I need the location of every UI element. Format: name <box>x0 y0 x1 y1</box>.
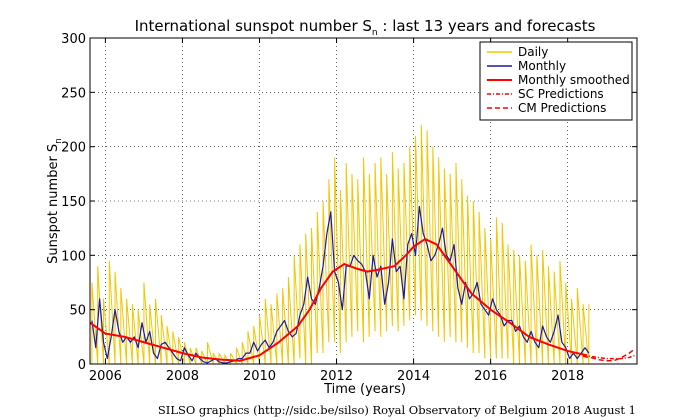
daily-line <box>91 124 590 366</box>
legend: Daily Monthly Monthly smoothed SC Predic… <box>479 41 633 121</box>
sc-prediction-line <box>582 354 636 360</box>
monthly-line <box>91 205 590 364</box>
x-tick-label: 2008 <box>166 369 199 384</box>
y-axis-label-sub: n <box>54 138 64 144</box>
y-tick-label: 250 <box>61 86 86 101</box>
y-axis-label-main: Sunspot number S <box>46 144 61 264</box>
legend-label-monthly: Monthly <box>518 59 566 73</box>
x-tick-label: 2012 <box>320 369 353 384</box>
cm-prediction-line <box>582 348 636 362</box>
legend-label-daily: Daily <box>518 45 548 59</box>
x-tick-label: 2010 <box>243 369 276 384</box>
legend-label-smoothed: Monthly smoothed <box>518 73 630 87</box>
prediction-series <box>582 348 636 362</box>
x-tick-label: 2016 <box>474 369 507 384</box>
chart-title-sub: n <box>372 28 378 38</box>
y-tick-label: 200 <box>61 141 86 156</box>
x-tick-label: 2006 <box>89 369 122 384</box>
daily-series <box>91 124 590 366</box>
x-axis-ticks: 2006 2008 2010 2012 2014 2016 2018 <box>89 38 584 384</box>
y-tick-label: 150 <box>61 195 86 210</box>
legend-label-cm: CM Predictions <box>518 101 606 115</box>
y-tick-label: 100 <box>61 249 86 264</box>
legend-label-sc: SC Predictions <box>518 87 604 101</box>
chart-title: International sunspot number Sn : last 1… <box>135 17 596 38</box>
monthly-series <box>91 205 590 364</box>
x-tick-label: 2018 <box>551 369 584 384</box>
x-axis-label: Time (years) <box>323 382 406 397</box>
y-axis-label: Sunspot number Sn <box>46 138 64 264</box>
footer-credit: SILSO graphics (http://sidc.be/silso) Ro… <box>158 403 636 417</box>
y-axis-ticks: 0 50 100 150 200 250 300 <box>61 32 637 373</box>
chart-title-rest: : last 13 years and forecasts <box>378 17 596 35</box>
smoothed-series <box>89 238 588 362</box>
y-tick-label: 300 <box>61 32 86 47</box>
x-tick-label: 2014 <box>397 369 430 384</box>
smoothed-line <box>89 238 588 362</box>
chart-title-main: International sunspot number S <box>135 17 372 35</box>
y-tick-label: 50 <box>69 304 86 319</box>
y-tick-label: 0 <box>78 358 86 373</box>
